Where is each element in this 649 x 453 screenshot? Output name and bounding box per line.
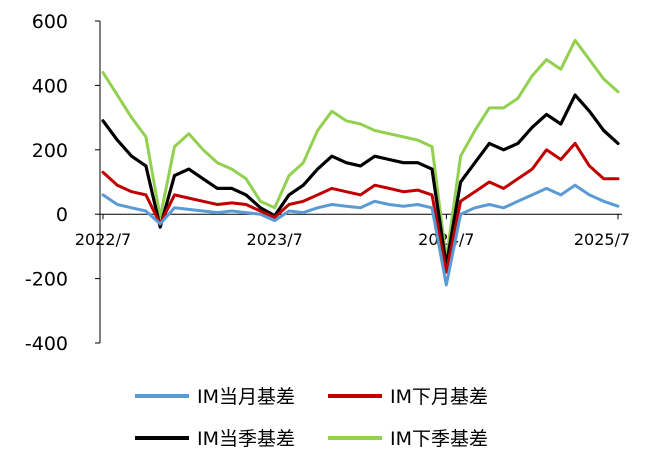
series-line-4 bbox=[101, 38, 620, 261]
y-tick-label: 600 bbox=[32, 11, 68, 33]
series-line-2 bbox=[101, 141, 620, 274]
x-axis: 2022/7 2023/7 2024/7 2025/7 bbox=[75, 213, 630, 249]
y-axis: -400 -200 0 200 400 600 bbox=[25, 11, 101, 355]
series-line-1 bbox=[101, 183, 620, 287]
series-lines bbox=[101, 38, 620, 287]
y-tick-label: 400 bbox=[32, 75, 68, 97]
x-tick-label: 2025/7 bbox=[574, 230, 630, 249]
legend-label-2: IM下月基差 bbox=[390, 386, 488, 408]
legend-label-4: IM下季基差 bbox=[390, 428, 488, 450]
legend-label-1: IM当月基差 bbox=[197, 386, 295, 408]
legend-label-3: IM当季基差 bbox=[197, 428, 295, 450]
y-tick-label: 0 bbox=[56, 204, 68, 226]
series-line-3 bbox=[101, 93, 620, 268]
x-tick-label: 2023/7 bbox=[247, 230, 303, 249]
y-tick-label: -200 bbox=[25, 269, 68, 291]
y-tick-label: -400 bbox=[25, 333, 68, 355]
x-tick-label: 2024/7 bbox=[418, 230, 474, 249]
x-tick-label: 2022/7 bbox=[75, 230, 131, 249]
legend: IM当月基差 IM下月基差 IM当季基差 IM下季基差 bbox=[135, 386, 488, 450]
y-tick-label: 200 bbox=[32, 140, 68, 162]
